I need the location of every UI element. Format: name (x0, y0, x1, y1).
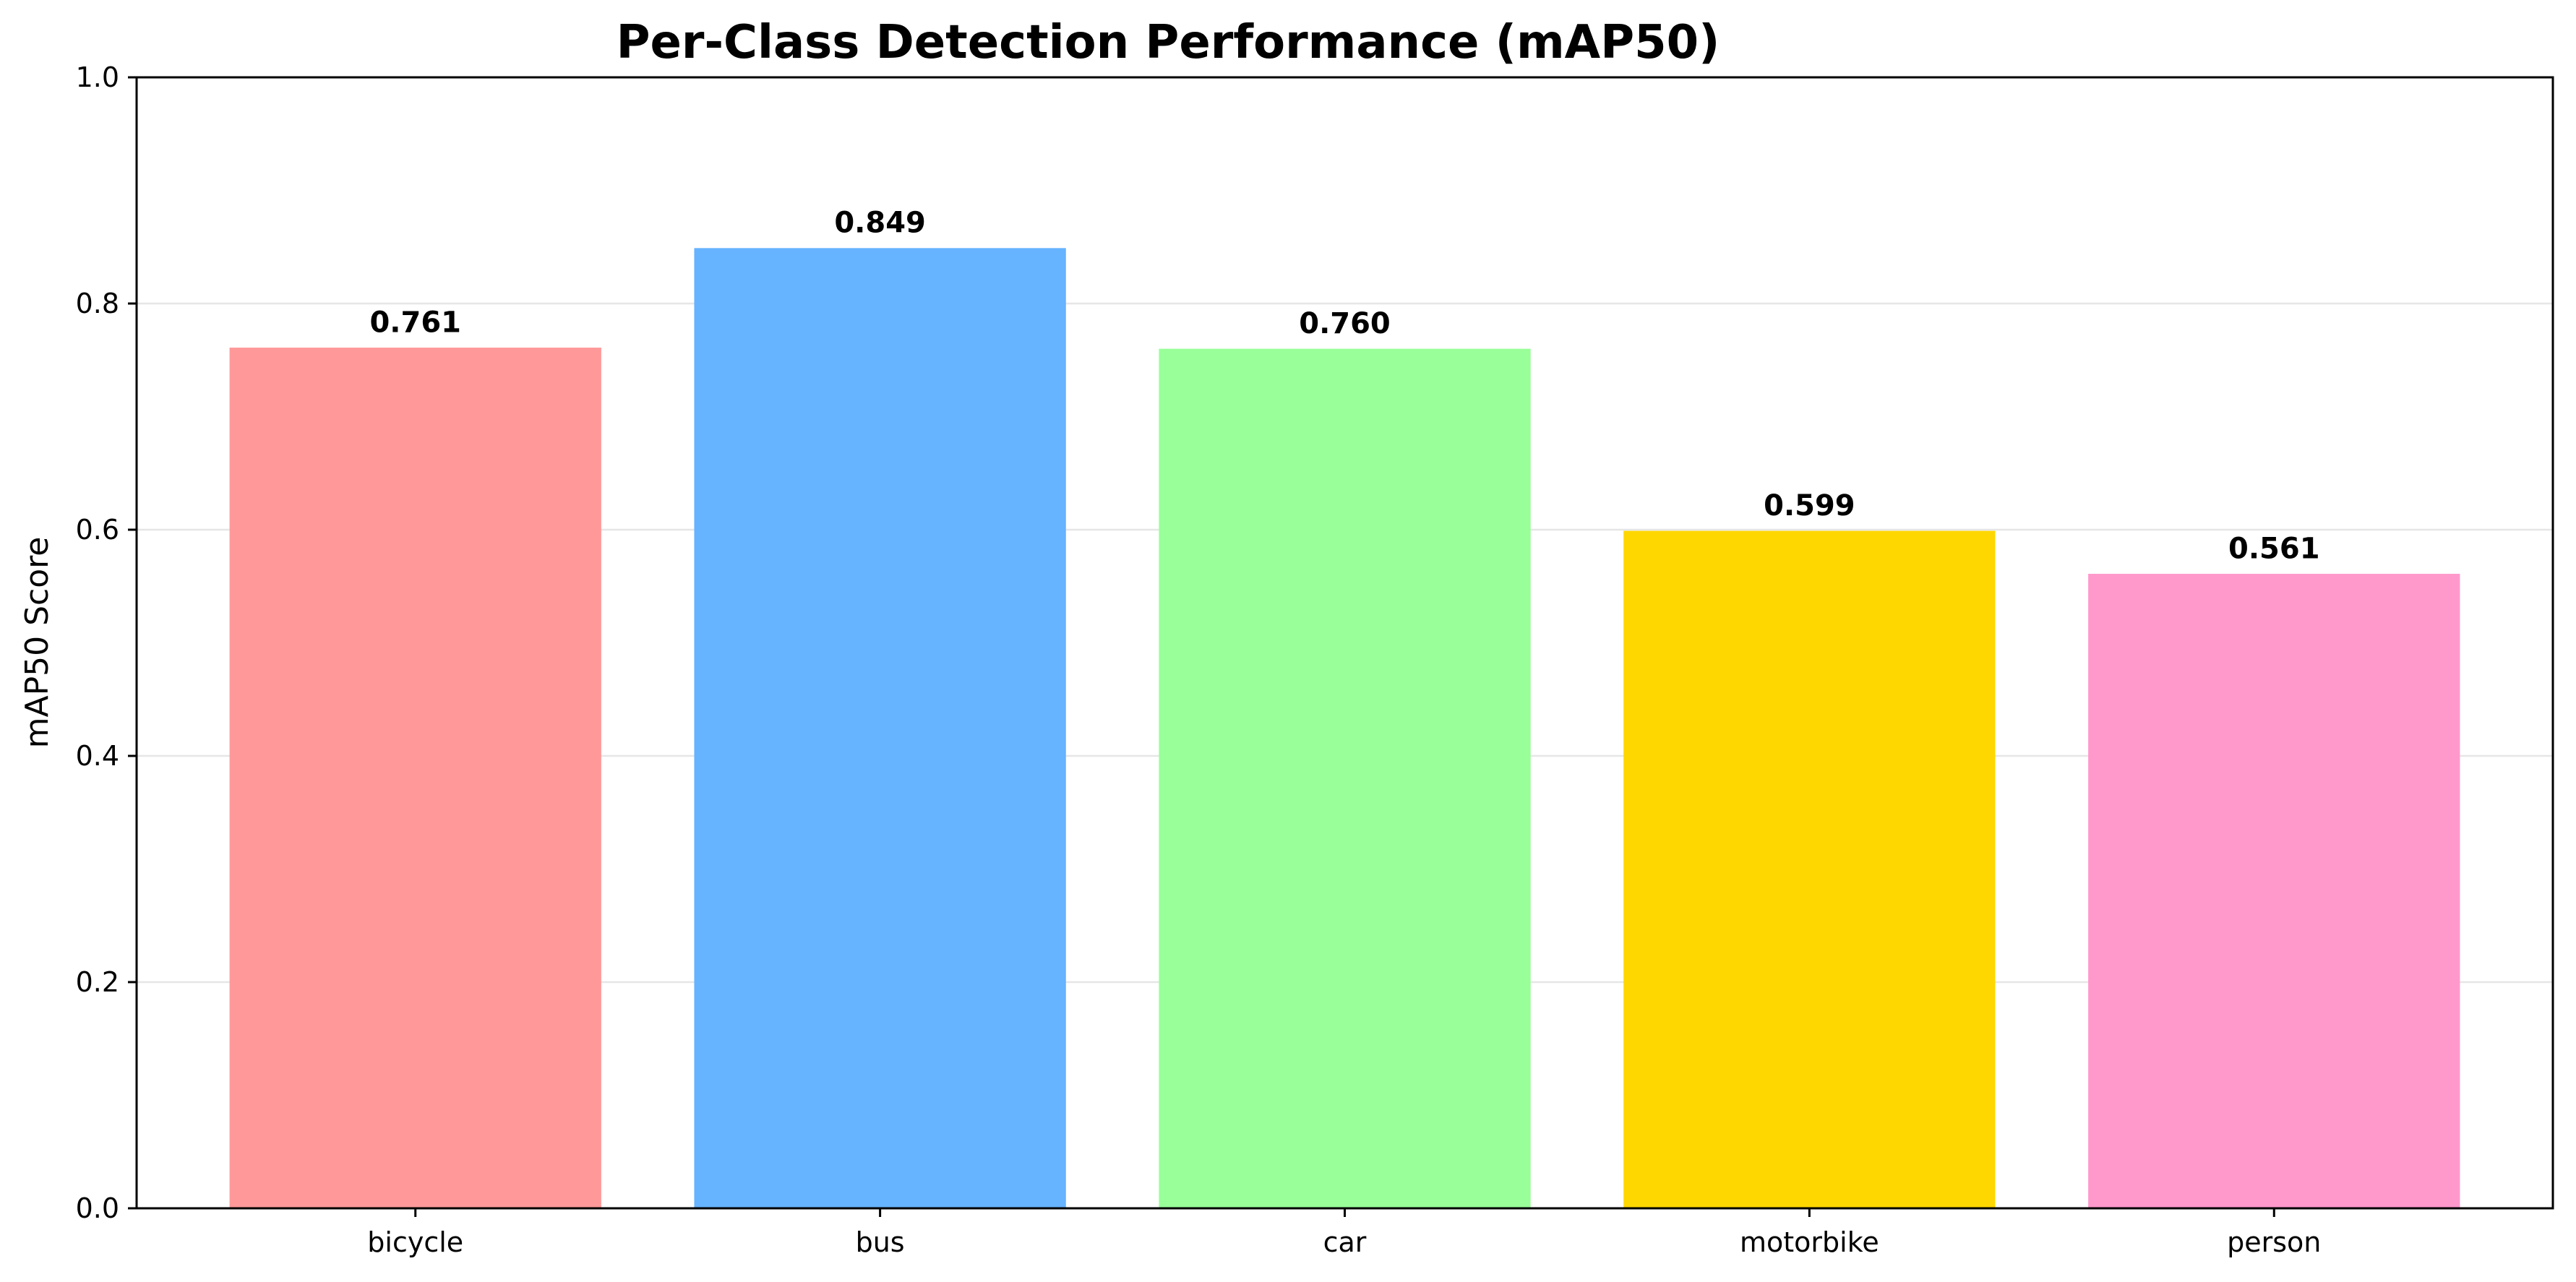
value-label: 0.849 (834, 207, 926, 240)
y-tick-label: 0.8 (76, 288, 119, 319)
bar-motorbike (1623, 530, 1996, 1208)
bars (229, 248, 2460, 1209)
x-axis: bicycle bus car motorbike person (367, 1208, 2321, 1258)
y-tick-label: 0.6 (76, 514, 119, 546)
x-tick-label: person (2227, 1226, 2321, 1258)
value-label: 0.599 (1764, 489, 1855, 522)
bar-person (2088, 574, 2460, 1208)
y-axis-label: mAP50 Score (19, 537, 56, 749)
y-tick-label: 0.0 (76, 1192, 119, 1224)
y-tick-label: 0.4 (76, 740, 119, 772)
bar-bicycle (229, 348, 601, 1208)
bar-bus (694, 248, 1066, 1209)
y-axis: 0.0 0.2 0.4 0.6 0.8 1.0 (76, 61, 137, 1224)
x-tick-label: bicycle (367, 1226, 463, 1258)
value-label: 0.761 (369, 306, 461, 339)
value-label: 0.760 (1299, 307, 1391, 340)
value-label: 0.561 (2228, 532, 2320, 565)
x-tick-label: bus (856, 1226, 905, 1258)
x-tick-label: motorbike (1740, 1226, 1879, 1258)
bar-car (1159, 348, 1531, 1209)
x-tick-label: car (1323, 1226, 1367, 1258)
chart-title: Per-Class Detection Performance (mAP50) (617, 16, 1720, 69)
data-labels: 0.761 0.849 0.760 0.599 0.561 (369, 207, 2319, 566)
y-tick-label: 1.0 (76, 61, 119, 93)
y-tick-label: 0.2 (76, 966, 119, 998)
